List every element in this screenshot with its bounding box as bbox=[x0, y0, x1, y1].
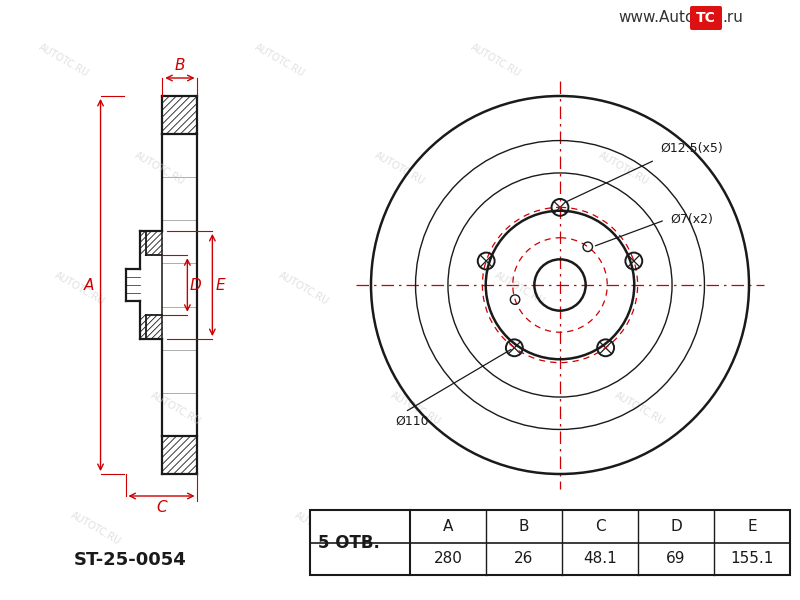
Text: AUTOTC.RU: AUTOTC.RU bbox=[493, 269, 547, 307]
Text: C: C bbox=[156, 500, 167, 515]
Text: AUTOTC.RU: AUTOTC.RU bbox=[253, 41, 307, 79]
Text: .ru: .ru bbox=[722, 10, 743, 25]
Text: Ø12.5(x5): Ø12.5(x5) bbox=[660, 142, 722, 155]
Text: AUTOTC.RU: AUTOTC.RU bbox=[517, 509, 571, 547]
Text: E: E bbox=[215, 277, 225, 292]
Text: www.Auto: www.Auto bbox=[618, 10, 694, 25]
Text: D: D bbox=[670, 519, 682, 534]
Text: Ø7(x2): Ø7(x2) bbox=[670, 214, 713, 226]
Text: A: A bbox=[443, 519, 453, 534]
Text: AUTOTC.RU: AUTOTC.RU bbox=[277, 269, 331, 307]
Text: AUTOTC.RU: AUTOTC.RU bbox=[133, 149, 187, 187]
Text: C: C bbox=[594, 519, 606, 534]
Text: AUTOTC.RU: AUTOTC.RU bbox=[613, 389, 667, 427]
Text: E: E bbox=[747, 519, 757, 534]
Text: AUTOTC.RU: AUTOTC.RU bbox=[293, 509, 347, 547]
Text: AUTOTC.RU: AUTOTC.RU bbox=[149, 389, 203, 427]
FancyBboxPatch shape bbox=[690, 6, 722, 30]
Text: AUTOTC.RU: AUTOTC.RU bbox=[53, 269, 107, 307]
Text: AUTOTC.RU: AUTOTC.RU bbox=[37, 41, 91, 79]
Text: 69: 69 bbox=[666, 551, 686, 566]
Text: AUTOTC.RU: AUTOTC.RU bbox=[597, 149, 651, 187]
Text: B: B bbox=[518, 519, 530, 534]
Text: D: D bbox=[190, 277, 202, 292]
Text: 155.1: 155.1 bbox=[730, 551, 774, 566]
Text: 280: 280 bbox=[434, 551, 462, 566]
Text: 5 ОТВ.: 5 ОТВ. bbox=[318, 533, 380, 551]
Bar bbox=[310, 510, 790, 575]
Text: 48.1: 48.1 bbox=[583, 551, 617, 566]
Text: TC: TC bbox=[696, 11, 716, 25]
Text: AUTOTC.RU: AUTOTC.RU bbox=[389, 389, 443, 427]
Text: Ø110: Ø110 bbox=[395, 415, 429, 428]
Text: ST-25-0054: ST-25-0054 bbox=[74, 551, 186, 569]
Text: A: A bbox=[83, 277, 94, 292]
Text: AUTOTC.RU: AUTOTC.RU bbox=[469, 41, 523, 79]
Text: B: B bbox=[174, 58, 185, 73]
Text: AUTOTC.RU: AUTOTC.RU bbox=[373, 149, 427, 187]
Text: 26: 26 bbox=[514, 551, 534, 566]
Text: AUTOTC.RU: AUTOTC.RU bbox=[69, 509, 123, 547]
